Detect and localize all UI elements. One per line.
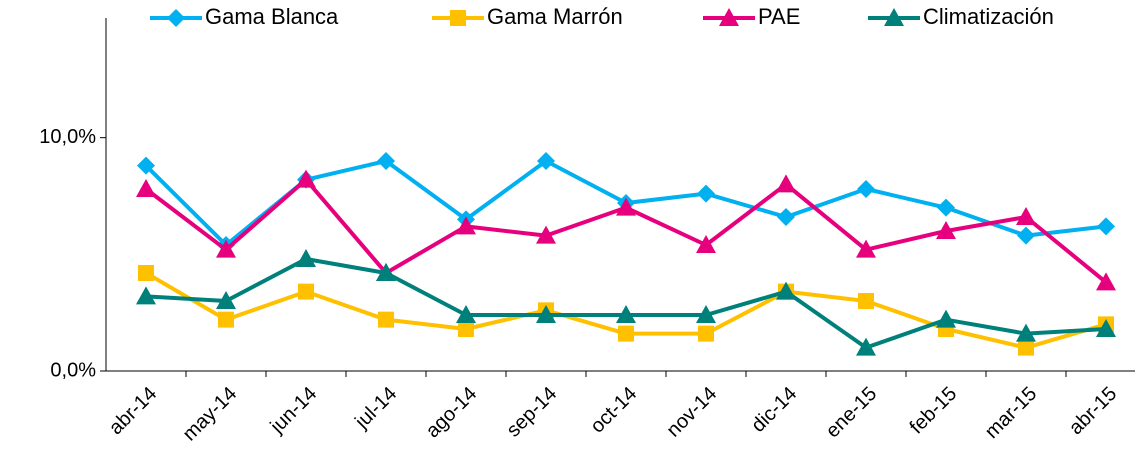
data-point: [456, 305, 476, 323]
data-point: [298, 283, 314, 300]
legend-marker: [450, 10, 466, 26]
data-point: [618, 325, 634, 342]
data-point: [1097, 217, 1115, 236]
data-point: [698, 325, 714, 342]
data-point: [776, 174, 796, 193]
data-point: [136, 286, 156, 305]
data-point: [296, 249, 316, 267]
data-point: [616, 305, 636, 323]
data-point: [1016, 207, 1036, 225]
data-point: [936, 309, 956, 328]
x-tick-label: nov-14: [662, 383, 721, 442]
data-point: [1018, 339, 1034, 356]
x-tick-label: ene-15: [822, 383, 882, 443]
data-point: [378, 311, 394, 328]
data-point: [456, 216, 476, 235]
data-point: [857, 180, 875, 198]
data-point: [616, 197, 636, 216]
legend-label: Gama Blanca: [205, 4, 339, 29]
data-point: [696, 305, 716, 323]
data-point: [1096, 272, 1116, 291]
x-tick-label: dic-14: [747, 383, 801, 437]
data-point: [536, 305, 556, 323]
data-point: [696, 235, 716, 253]
legend-label: Gama Marrón: [487, 4, 623, 29]
data-point: [937, 198, 955, 217]
data-point: [776, 281, 796, 300]
x-tick-label: abr-14: [105, 383, 161, 439]
legend-marker: [167, 9, 185, 27]
data-point: [136, 179, 156, 197]
data-point: [376, 263, 396, 281]
legend-marker: [719, 8, 739, 26]
y-tick-label: 10,0%: [39, 126, 96, 148]
y-tick-label: 0,0%: [50, 359, 96, 381]
data-point: [138, 265, 154, 281]
data-point: [856, 337, 876, 356]
legend-marker: [884, 8, 904, 26]
x-tick-label: oct-14: [586, 383, 641, 438]
legend-label: Climatización: [923, 4, 1054, 29]
x-tick-label: sep-14: [502, 383, 561, 442]
x-tick-label: feb-15: [906, 383, 962, 439]
data-point: [458, 321, 474, 337]
data-point: [216, 291, 236, 309]
data-point: [377, 152, 395, 170]
data-point: [858, 293, 874, 309]
data-point: [1096, 319, 1116, 337]
data-point: [218, 311, 234, 328]
data-point: [536, 225, 556, 244]
data-point: [777, 208, 795, 226]
x-tick-label: abr-15: [1065, 383, 1121, 439]
data-point: [137, 156, 155, 175]
data-point: [537, 152, 555, 170]
x-tick-label: jul-14: [350, 383, 401, 434]
x-tick-label: mar-15: [981, 383, 1041, 443]
data-point: [856, 239, 876, 258]
data-point: [1017, 226, 1035, 245]
data-point: [216, 239, 236, 258]
data-point: [697, 184, 715, 203]
x-tick-label: jun-14: [266, 383, 322, 439]
data-point: [1016, 323, 1036, 342]
x-tick-label: may-14: [179, 383, 242, 446]
legend-label: PAE: [758, 4, 800, 29]
x-tick-label: ago-14: [422, 383, 482, 443]
data-point: [936, 221, 956, 239]
data-point: [296, 169, 316, 188]
